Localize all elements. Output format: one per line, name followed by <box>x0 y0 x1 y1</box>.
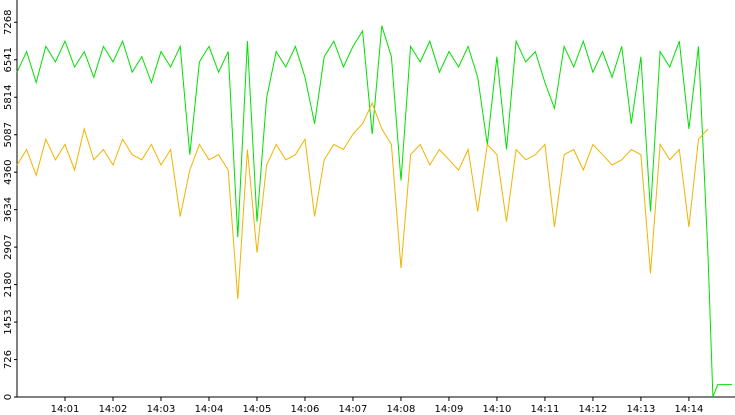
y-tick-label: 5814 <box>3 85 14 110</box>
x-tick-label: 14:02 <box>99 404 128 415</box>
y-tick-label: 7268 <box>3 10 14 35</box>
x-tick-label: 14:09 <box>435 404 464 415</box>
x-tick-label: 14:11 <box>531 404 560 415</box>
y-tick-label: 2907 <box>3 234 14 259</box>
series-line <box>16 101 709 300</box>
y-tick-label: 3634 <box>3 197 14 222</box>
x-tick-label: 14:06 <box>291 404 320 415</box>
y-tick-label: 726 <box>3 350 14 369</box>
x-tick-label: 14:10 <box>483 404 512 415</box>
y-tick-label: 1453 <box>3 309 14 334</box>
x-tick-label: 14:14 <box>675 404 704 415</box>
y-tick-label: 2180 <box>3 272 14 297</box>
x-tick-label: 14:12 <box>579 404 608 415</box>
y-tick-label: 5087 <box>3 122 14 147</box>
series-line <box>16 25 733 398</box>
x-tick-label: 14:05 <box>243 404 272 415</box>
x-tick-label: 14:08 <box>387 404 416 415</box>
x-tick-label: 14:04 <box>195 404 224 415</box>
x-tick-label: 14:13 <box>627 404 656 415</box>
x-tick-label: 14:03 <box>147 404 176 415</box>
x-tick-label: 14:01 <box>51 404 80 415</box>
y-tick-label: 4360 <box>3 159 14 184</box>
y-tick-label: 6541 <box>3 47 14 72</box>
y-tick-label: 0 <box>3 394 14 400</box>
x-tick-label: 14:07 <box>339 404 368 415</box>
